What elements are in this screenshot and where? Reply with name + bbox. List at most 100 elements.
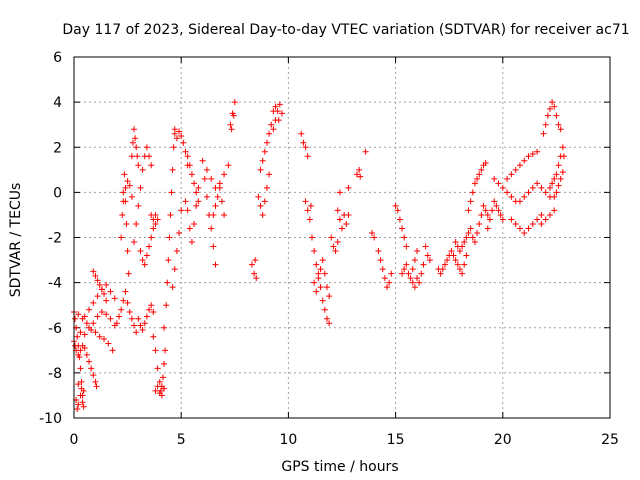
data-point <box>148 302 155 309</box>
data-point <box>465 229 472 236</box>
data-point <box>371 234 378 241</box>
data-point <box>444 257 451 264</box>
data-point <box>105 340 112 347</box>
data-point <box>119 211 126 218</box>
data-point <box>275 117 282 124</box>
data-point <box>336 189 343 196</box>
data-point <box>227 121 234 128</box>
data-point <box>381 275 388 282</box>
data-point <box>90 299 97 306</box>
y-tick-label: 4 <box>53 95 62 111</box>
data-point <box>148 162 155 169</box>
data-point <box>319 257 326 264</box>
data-point <box>274 108 281 115</box>
data-point <box>180 139 187 146</box>
data-point <box>170 144 177 151</box>
data-point <box>454 261 461 268</box>
data-point <box>357 173 364 180</box>
data-point <box>491 175 498 182</box>
data-point <box>516 198 523 205</box>
x-tick-label: 25 <box>601 432 619 448</box>
data-point <box>182 148 189 155</box>
data-point <box>74 405 81 412</box>
data-point <box>195 184 202 191</box>
data-point <box>529 220 536 227</box>
data-point <box>405 270 412 277</box>
y-tick-label: -10 <box>39 411 62 427</box>
y-tick-label: -4 <box>48 276 62 292</box>
data-point <box>409 279 416 286</box>
data-point <box>124 178 131 185</box>
data-point <box>171 130 178 137</box>
data-point <box>80 403 87 410</box>
data-point <box>508 216 515 223</box>
data-point <box>166 234 173 241</box>
data-point <box>261 198 268 205</box>
data-point <box>399 225 406 232</box>
data-point <box>369 229 376 236</box>
data-point <box>150 308 157 315</box>
data-point <box>486 216 493 223</box>
data-point <box>484 225 491 232</box>
y-tick-label: 0 <box>53 185 62 201</box>
data-point <box>362 148 369 155</box>
data-point <box>549 180 556 187</box>
data-point <box>321 306 328 313</box>
data-point <box>77 392 84 399</box>
data-point <box>257 202 264 209</box>
data-point <box>326 320 333 327</box>
data-point <box>448 248 455 255</box>
data-point <box>508 171 515 178</box>
data-point <box>188 171 195 178</box>
data-point <box>173 135 180 142</box>
data-point <box>259 211 266 218</box>
data-point <box>439 266 446 273</box>
data-point <box>129 139 136 146</box>
data-point <box>118 306 125 313</box>
data-point <box>92 378 99 385</box>
data-point <box>94 293 101 300</box>
data-point <box>461 239 468 246</box>
data-point <box>167 211 174 218</box>
data-point <box>252 257 259 264</box>
data-point <box>401 266 408 273</box>
data-point <box>92 329 99 336</box>
data-point <box>154 216 161 223</box>
data-point <box>195 198 202 205</box>
data-point <box>465 207 472 214</box>
data-point <box>163 302 170 309</box>
data-point <box>146 243 153 250</box>
data-point <box>268 121 275 128</box>
data-point <box>495 180 502 187</box>
data-point <box>188 239 195 246</box>
x-tick-label: 0 <box>70 432 79 448</box>
data-point <box>133 144 140 151</box>
data-point <box>482 160 489 167</box>
data-point <box>557 126 564 133</box>
data-point <box>392 202 399 209</box>
y-axis-label: SDTVAR / TECUs <box>8 183 24 298</box>
data-point <box>525 225 532 232</box>
data-point <box>525 189 532 196</box>
y-tick-label: -8 <box>48 366 62 382</box>
data-point <box>529 151 536 158</box>
data-point <box>538 211 545 218</box>
data-point <box>407 275 414 282</box>
data-point <box>143 252 150 259</box>
x-axis-label: GPS time / hours <box>281 459 398 475</box>
data-point <box>560 153 567 160</box>
data-point <box>306 216 313 223</box>
data-point <box>471 239 478 246</box>
data-point <box>512 220 519 227</box>
data-point <box>321 270 328 277</box>
data-point <box>152 220 159 227</box>
data-point <box>396 216 403 223</box>
data-point <box>403 261 410 268</box>
data-point <box>109 347 116 354</box>
data-point <box>134 153 141 160</box>
data-point <box>143 313 150 320</box>
data-point <box>208 175 215 182</box>
data-point <box>103 297 110 304</box>
data-point <box>150 333 157 340</box>
